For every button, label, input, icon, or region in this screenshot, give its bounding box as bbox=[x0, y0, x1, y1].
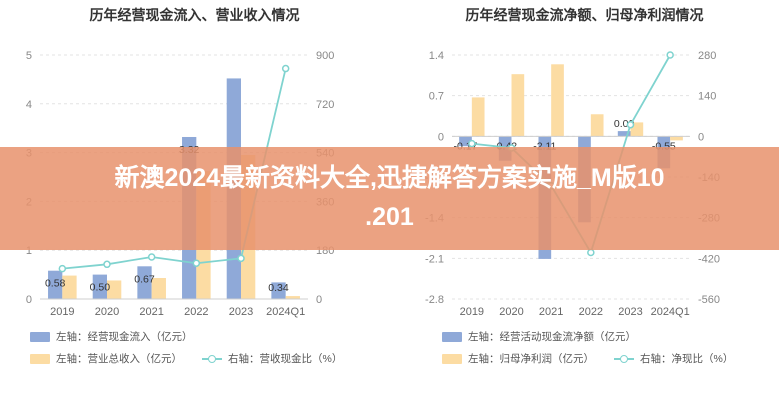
data-label: 0.50 bbox=[90, 282, 111, 294]
y-right-tick-label: 720 bbox=[316, 99, 334, 111]
y-left-tick-label: -2.8 bbox=[425, 294, 444, 306]
legend-label: 左轴：经营现金流入（亿元） bbox=[56, 331, 193, 343]
chart-title: 历年经营现金流净额、归母净利润情况 bbox=[465, 7, 704, 23]
y-left-tick-label: 4 bbox=[26, 99, 32, 111]
legend-item: 左轴：经营现金流入（亿元） bbox=[30, 329, 193, 344]
bar bbox=[551, 64, 564, 137]
legend-line-swatch bbox=[202, 354, 222, 364]
x-tick-label: 2023 bbox=[618, 306, 642, 318]
line-point bbox=[666, 51, 674, 59]
line-point bbox=[58, 264, 67, 273]
bar bbox=[511, 74, 525, 137]
x-tick-label: 2021 bbox=[139, 306, 163, 318]
legend-swatch bbox=[30, 353, 50, 364]
legend-label: 左轴：经营活动现金流净额（亿元） bbox=[468, 331, 636, 343]
legend-swatch bbox=[442, 331, 462, 342]
x-tick-label: 2021 bbox=[539, 306, 563, 318]
y-right-tick-label: 140 bbox=[698, 91, 716, 103]
y-left-tick-label: 5 bbox=[26, 50, 32, 62]
watermark-banner: 新澳2024最新资料大全,迅捷解答方案实施_M版10 .201 bbox=[0, 147, 779, 250]
x-tick-label: 2019 bbox=[50, 306, 74, 318]
data-label: 0.34 bbox=[268, 282, 289, 294]
bar bbox=[285, 296, 300, 299]
line-point bbox=[587, 248, 595, 257]
bar bbox=[271, 282, 286, 299]
y-left-tick-label: 1.4 bbox=[429, 50, 444, 62]
line-point bbox=[237, 254, 245, 263]
line-point bbox=[281, 64, 290, 73]
x-tick-label: 2020 bbox=[95, 306, 119, 318]
data-label: 0.58 bbox=[45, 278, 66, 290]
legend-label: 左轴：归母净利润（亿元） bbox=[468, 353, 594, 365]
bar bbox=[670, 136, 683, 141]
legend-label: 右轴：净现比（%） bbox=[640, 353, 734, 365]
bar bbox=[107, 280, 122, 299]
line-point bbox=[626, 120, 635, 129]
bar bbox=[62, 275, 77, 299]
legend-item: 左轴：经营活动现金流净额（亿元） bbox=[442, 329, 636, 344]
bar bbox=[471, 97, 485, 137]
x-tick-label: 2024Q1 bbox=[266, 306, 305, 318]
data-label: 0.67 bbox=[134, 273, 155, 285]
banner-line: .201 bbox=[365, 203, 414, 231]
legend-swatch bbox=[30, 331, 50, 342]
bar bbox=[92, 274, 107, 299]
y-left-tick-label: 0.7 bbox=[429, 91, 444, 103]
y-right-tick-label: -560 bbox=[698, 294, 720, 306]
bar bbox=[151, 278, 166, 299]
y-right-tick-label: 0 bbox=[316, 294, 322, 306]
legend-label: 右轴：营收现金比（%） bbox=[228, 353, 343, 365]
bar bbox=[137, 266, 152, 299]
y-left-tick-label: -2.1 bbox=[425, 253, 444, 265]
y-right-tick-label: 280 bbox=[698, 50, 716, 62]
x-tick-label: 2023 bbox=[229, 306, 253, 318]
legend-swatch bbox=[442, 353, 462, 364]
y-right-tick-label: -420 bbox=[698, 253, 720, 265]
y-right-tick-label: 0 bbox=[698, 131, 704, 143]
x-tick-label: 2024Q1 bbox=[651, 306, 690, 318]
legend-row: 左轴：归母净利润（亿元） 右轴：净现比（%） bbox=[442, 351, 733, 366]
x-tick-label: 2022 bbox=[184, 306, 208, 318]
legend-label: 左轴：营业总收入（亿元） bbox=[56, 353, 182, 365]
line-point bbox=[468, 139, 476, 148]
bar bbox=[590, 114, 604, 137]
line-point bbox=[192, 259, 201, 267]
y-left-tick-label: 0 bbox=[438, 131, 444, 143]
y-left-tick-label: 0 bbox=[26, 294, 32, 306]
banner-line: 新澳2024最新资料大全,迅捷解答方案实施_M版10 bbox=[114, 164, 665, 192]
legend-row: 左轴：营业总收入（亿元） 右轴：营收现金比（%） bbox=[30, 351, 342, 366]
y-left-tick-label: 1 bbox=[26, 245, 32, 257]
legend-line-swatch bbox=[614, 354, 634, 364]
x-tick-label: 2020 bbox=[499, 306, 523, 318]
y-right-tick-label: 900 bbox=[316, 50, 334, 62]
bar bbox=[459, 136, 472, 147]
line-point bbox=[103, 260, 111, 269]
bar bbox=[48, 270, 63, 299]
bar bbox=[617, 131, 631, 137]
chart-title: 历年经营现金流入、营业收入情况 bbox=[89, 7, 300, 23]
x-tick-label: 2019 bbox=[460, 306, 484, 318]
x-tick-label: 2022 bbox=[579, 306, 603, 318]
line-point bbox=[147, 253, 156, 261]
